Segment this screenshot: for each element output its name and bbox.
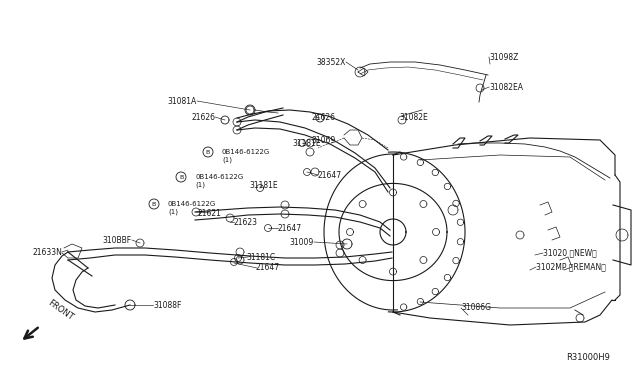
- Text: 21647: 21647: [256, 263, 280, 273]
- Text: 21633N: 21633N: [32, 247, 62, 257]
- Text: 0B146-6122G: 0B146-6122G: [168, 201, 216, 207]
- Text: 21647: 21647: [278, 224, 302, 232]
- Text: 31081A: 31081A: [168, 96, 197, 106]
- Text: (1): (1): [195, 182, 205, 188]
- Text: 31082EA: 31082EA: [489, 83, 523, 92]
- Text: 31098Z: 31098Z: [489, 52, 518, 61]
- Text: 31020 〈NEW〉: 31020 〈NEW〉: [543, 248, 596, 257]
- Text: B: B: [206, 150, 210, 154]
- Text: 3102MP 〈REMAN〉: 3102MP 〈REMAN〉: [536, 263, 606, 272]
- Text: 38352X: 38352X: [317, 58, 346, 67]
- Text: 31181E: 31181E: [249, 180, 278, 189]
- Text: 310BBF: 310BBF: [103, 235, 132, 244]
- Text: 31181C: 31181C: [246, 253, 275, 262]
- Text: 21626: 21626: [191, 112, 215, 122]
- Text: 21621: 21621: [198, 208, 222, 218]
- Text: FRONT: FRONT: [46, 298, 75, 322]
- Text: 31086G: 31086G: [461, 304, 491, 312]
- Text: 0B146-6122G: 0B146-6122G: [195, 174, 243, 180]
- Text: 31069: 31069: [312, 135, 336, 144]
- Text: 21626: 21626: [312, 112, 336, 122]
- Text: 21623: 21623: [234, 218, 258, 227]
- Text: B: B: [179, 174, 183, 180]
- Text: 31082E: 31082E: [399, 112, 428, 122]
- Text: B: B: [152, 202, 156, 206]
- Text: (1): (1): [222, 157, 232, 163]
- Text: R31000H9: R31000H9: [566, 353, 610, 362]
- Text: 31181E: 31181E: [292, 138, 321, 148]
- Text: 31009: 31009: [290, 237, 314, 247]
- Text: 21647: 21647: [318, 170, 342, 180]
- Text: 0B146-6122G: 0B146-6122G: [222, 149, 270, 155]
- Text: (1): (1): [168, 209, 178, 215]
- Text: 31088F: 31088F: [153, 301, 181, 310]
